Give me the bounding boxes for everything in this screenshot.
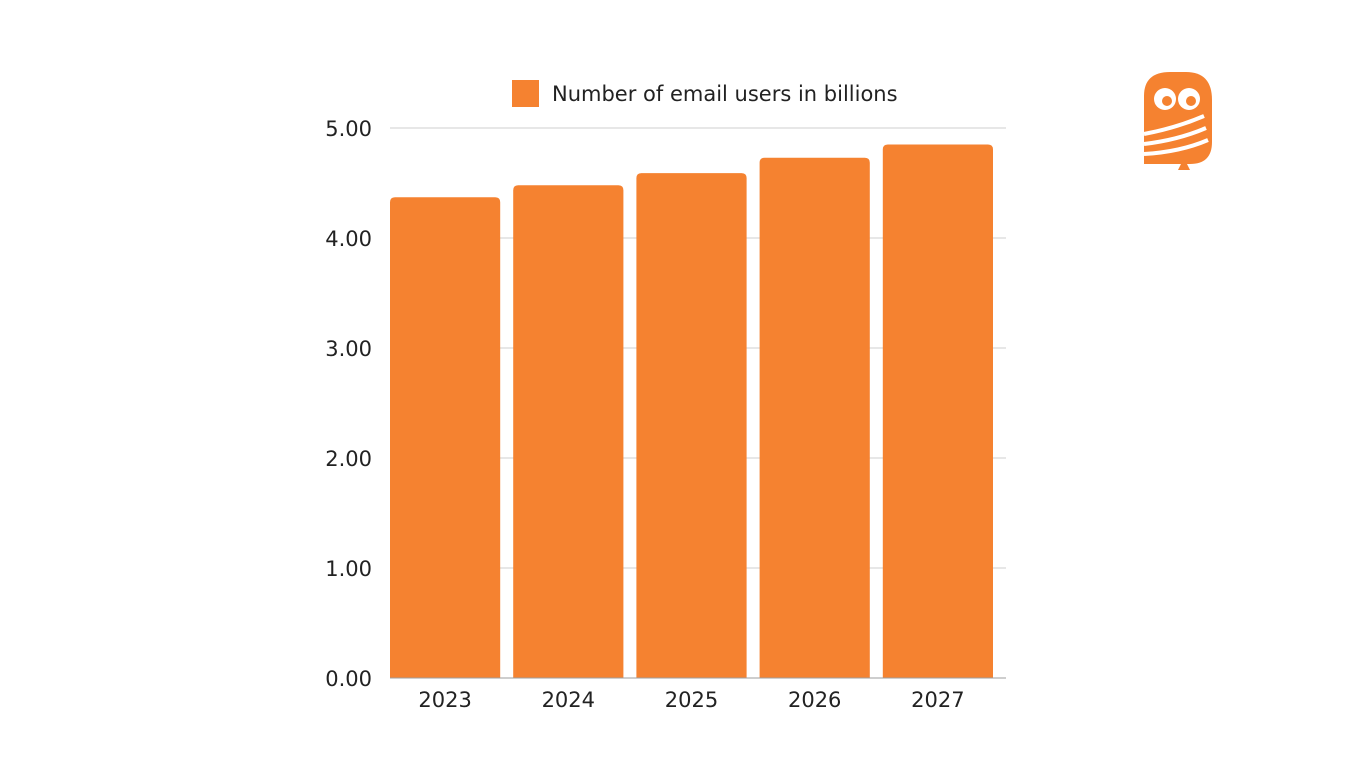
y-tick-label: 4.00 xyxy=(325,227,372,251)
legend: Number of email users in billions xyxy=(512,80,898,107)
x-tick-label: 2027 xyxy=(911,688,964,712)
y-tick-label: 0.00 xyxy=(325,667,372,691)
y-tick-label: 5.00 xyxy=(325,117,372,141)
owl-logo-icon xyxy=(1143,72,1212,170)
x-tick-label: 2026 xyxy=(788,688,841,712)
x-tick-label: 2025 xyxy=(665,688,718,712)
x-axis-ticks: 2023 2024 2025 2026 2027 xyxy=(418,688,964,712)
x-tick-label: 2024 xyxy=(542,688,595,712)
bar-2024 xyxy=(513,185,624,678)
y-tick-label: 2.00 xyxy=(325,447,372,471)
y-tick-label: 1.00 xyxy=(325,557,372,581)
legend-label: Number of email users in billions xyxy=(552,82,898,106)
bar-2026 xyxy=(759,157,870,678)
bars xyxy=(390,144,993,679)
y-axis-ticks: 0.00 1.00 2.00 3.00 4.00 5.00 xyxy=(325,117,372,691)
legend-swatch xyxy=(512,80,539,107)
bar-2023 xyxy=(390,197,501,679)
owl-feet xyxy=(1178,158,1190,170)
y-tick-label: 3.00 xyxy=(325,337,372,361)
x-tick-label: 2023 xyxy=(418,688,471,712)
bar-2025 xyxy=(636,173,747,678)
bar-2027 xyxy=(882,144,993,678)
